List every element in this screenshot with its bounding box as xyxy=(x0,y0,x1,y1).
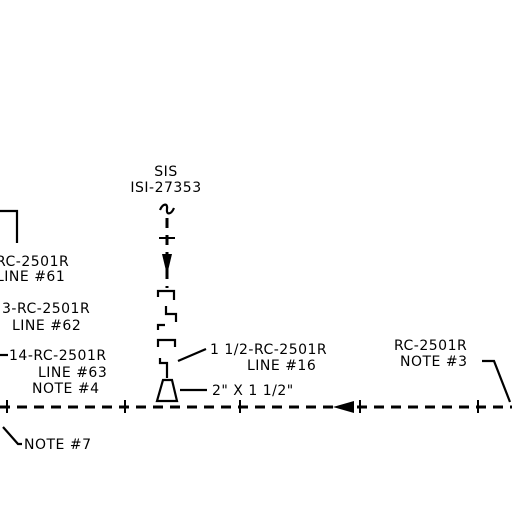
sis-label: SIS xyxy=(154,164,177,180)
flow-arrow-down xyxy=(162,254,172,275)
reducer-fitting xyxy=(157,380,177,401)
note4-label: NOTE #4 xyxy=(32,381,99,397)
pipe-break-symbol xyxy=(160,205,174,214)
line62-name: LINE #62 xyxy=(12,318,81,334)
note7-leader xyxy=(3,427,22,444)
note3-label: NOTE #3 xyxy=(400,354,467,370)
isi-tag-label: ISI-27353 xyxy=(130,180,201,196)
pipe-jog-5 xyxy=(160,358,167,378)
pipe-jog-1 xyxy=(158,291,174,300)
line61-name: LINE #61 xyxy=(0,269,65,285)
line16-name: LINE #16 xyxy=(247,358,316,374)
note3-leader xyxy=(482,361,510,402)
line61-code: RC-2501R xyxy=(0,254,69,270)
pipe-jog-3 xyxy=(158,325,165,330)
line16-code: 1 1/2-RC-2501R xyxy=(210,342,327,358)
pipe-jog-4 xyxy=(158,340,175,347)
line61-leader xyxy=(0,211,17,243)
line62-code: 3-RC-2501R xyxy=(2,301,90,317)
line63-code: 14-RC-2501R xyxy=(9,348,107,364)
reducer-label: 2" X 1 1/2" xyxy=(212,383,294,399)
note7-label: NOTE #7 xyxy=(24,437,91,453)
line63-name: LINE #63 xyxy=(38,365,107,381)
right-line-code: RC-2501R xyxy=(394,338,467,354)
flow-arrow-left xyxy=(333,401,354,413)
pipe-jog-2 xyxy=(166,306,176,322)
line16-leader xyxy=(178,349,206,361)
